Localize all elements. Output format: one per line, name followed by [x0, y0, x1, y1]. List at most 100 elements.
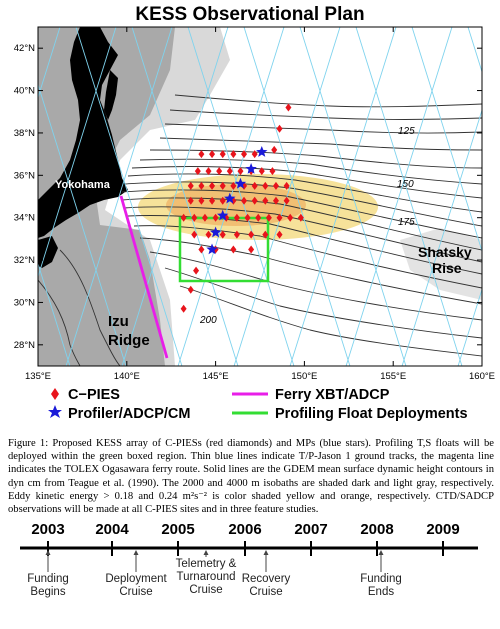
lat-tick-label: 36°N [14, 170, 35, 181]
timeline-event: Telemetry & Turnaround Cruise [175, 558, 237, 596]
cpies-marker [283, 196, 290, 205]
legend-profiler-label: Profiler/ADCP/CM [68, 406, 190, 422]
ground-track-descending [457, 287, 482, 366]
ground-track-descending [65, 27, 173, 366]
lat-tick-label: 34°N [14, 213, 35, 224]
profiler-marker [234, 177, 247, 189]
timeline-event: Funding Begins [27, 573, 69, 598]
cpies-marker [219, 181, 226, 190]
timeline-event-arrowhead [203, 550, 209, 555]
legend-profiler-symbol [48, 405, 62, 418]
lat-tick-label: 28°N [14, 340, 35, 351]
cpies-marker [251, 196, 258, 205]
contour-line [139, 237, 482, 305]
contour-label-150: 150 [397, 179, 414, 190]
contour-line [164, 123, 482, 134]
timeline-event-arrowhead [133, 550, 139, 555]
map-frame [37, 26, 483, 367]
cpies-marker [194, 167, 201, 176]
cpies-marker [198, 150, 205, 159]
timeline-year: 2009 [426, 521, 460, 538]
cpies-marker [230, 150, 237, 159]
cpies-marker [287, 213, 294, 222]
satellite-ground-tracks [0, 27, 482, 366]
ground-track-descending [345, 27, 453, 366]
ground-track-descending [38, 27, 117, 279]
cpies-marker [180, 213, 187, 222]
timeline-year: 2006 [228, 521, 262, 538]
cpies-marker [262, 230, 269, 239]
timeline-year: 2007 [294, 521, 328, 538]
contour-line [127, 173, 482, 213]
lon-tick-label: 160°E [469, 371, 495, 382]
lon-tick-label: 140°E [114, 371, 140, 382]
contour-line [133, 225, 482, 289]
legend-float-label: Profiling Float Deployments [275, 406, 468, 422]
map-ticks [37, 27, 483, 366]
contour-label-200: 200 [199, 315, 217, 326]
cpies-marker [219, 196, 226, 205]
honshu-east-coast [104, 70, 118, 120]
cpies-marker [205, 167, 212, 176]
ground-track-descending [121, 27, 229, 366]
label-izu-2: Ridge [108, 332, 150, 349]
profiler-marker [209, 226, 222, 238]
cpies-marker [262, 196, 269, 205]
contour-line [127, 215, 482, 275]
timeline-event: Recovery Cruise [241, 573, 291, 598]
ground-track-ascending [243, 27, 351, 366]
profiler-marker [206, 243, 218, 255]
cpies-marker [187, 196, 194, 205]
lon-tick-label: 155°E [380, 371, 406, 382]
cpies-marker [285, 103, 292, 112]
map-area: Yokohama Izu Ridge Shatsky Rise 125 150 … [0, 27, 482, 366]
ground-track-ascending [187, 27, 295, 366]
cpies-marker [276, 124, 283, 133]
timeline-year: 2004 [95, 521, 129, 538]
contour-label-175: 175 [398, 217, 415, 228]
ground-track-descending [38, 27, 61, 99]
contour-line [159, 137, 482, 151]
cpies-marker [193, 266, 200, 275]
cpies-marker [241, 150, 248, 159]
cpies-marker [209, 150, 216, 159]
ground-track-ascending [131, 27, 239, 366]
ground-track-descending [289, 27, 397, 366]
timeline-year: 2005 [161, 521, 195, 538]
cpies-marker [255, 213, 262, 222]
contour-line [59, 249, 121, 366]
cpies-marker [251, 150, 258, 159]
cpies-marker [191, 213, 198, 222]
contour-line [149, 251, 482, 321]
cpies-marker [237, 167, 244, 176]
legend-ferry-label: Ferry XBT/ADCP [275, 387, 390, 403]
ground-track-descending [0, 27, 4, 366]
lat-tick-label: 40°N [14, 86, 35, 97]
cpies-marker [297, 213, 304, 222]
timeline-event: Funding Ends [360, 573, 402, 598]
timeline-event-arrowhead [263, 550, 269, 555]
ground-track-descending [401, 108, 482, 366]
cpies-marker [276, 213, 283, 222]
cpies-marker [205, 230, 212, 239]
ground-track-ascending [299, 27, 407, 366]
lat-tick-label: 38°N [14, 128, 35, 139]
cpies-marker [226, 167, 233, 176]
lon-tick-label: 135°E [25, 371, 51, 382]
figure-caption: Figure 1: Proposed KESS array of C-PIESs… [8, 438, 494, 516]
cpies-marker [272, 196, 279, 205]
cpies-marker [209, 181, 216, 190]
contour-line [169, 109, 482, 120]
cpies-marker [191, 230, 198, 239]
cpies-marker [230, 245, 237, 254]
cpies-marker [198, 196, 205, 205]
label-yokohama: Yokohama [55, 179, 111, 191]
ground-track-descending [233, 27, 341, 366]
legend-cpies-label: C−PIES [68, 387, 120, 403]
kess-map: Yokohama Izu Ridge Shatsky Rise 125 150 … [0, 26, 495, 422]
label-shatsky-2: Rise [432, 260, 462, 276]
map-tick-labels: 135°E 140°E 145°E 150°E 155°E 160°E 42°N 40°N 38… [14, 43, 495, 382]
cpies-marker [230, 181, 237, 190]
cpies-marker [283, 181, 290, 190]
cpies-marker [258, 167, 265, 176]
